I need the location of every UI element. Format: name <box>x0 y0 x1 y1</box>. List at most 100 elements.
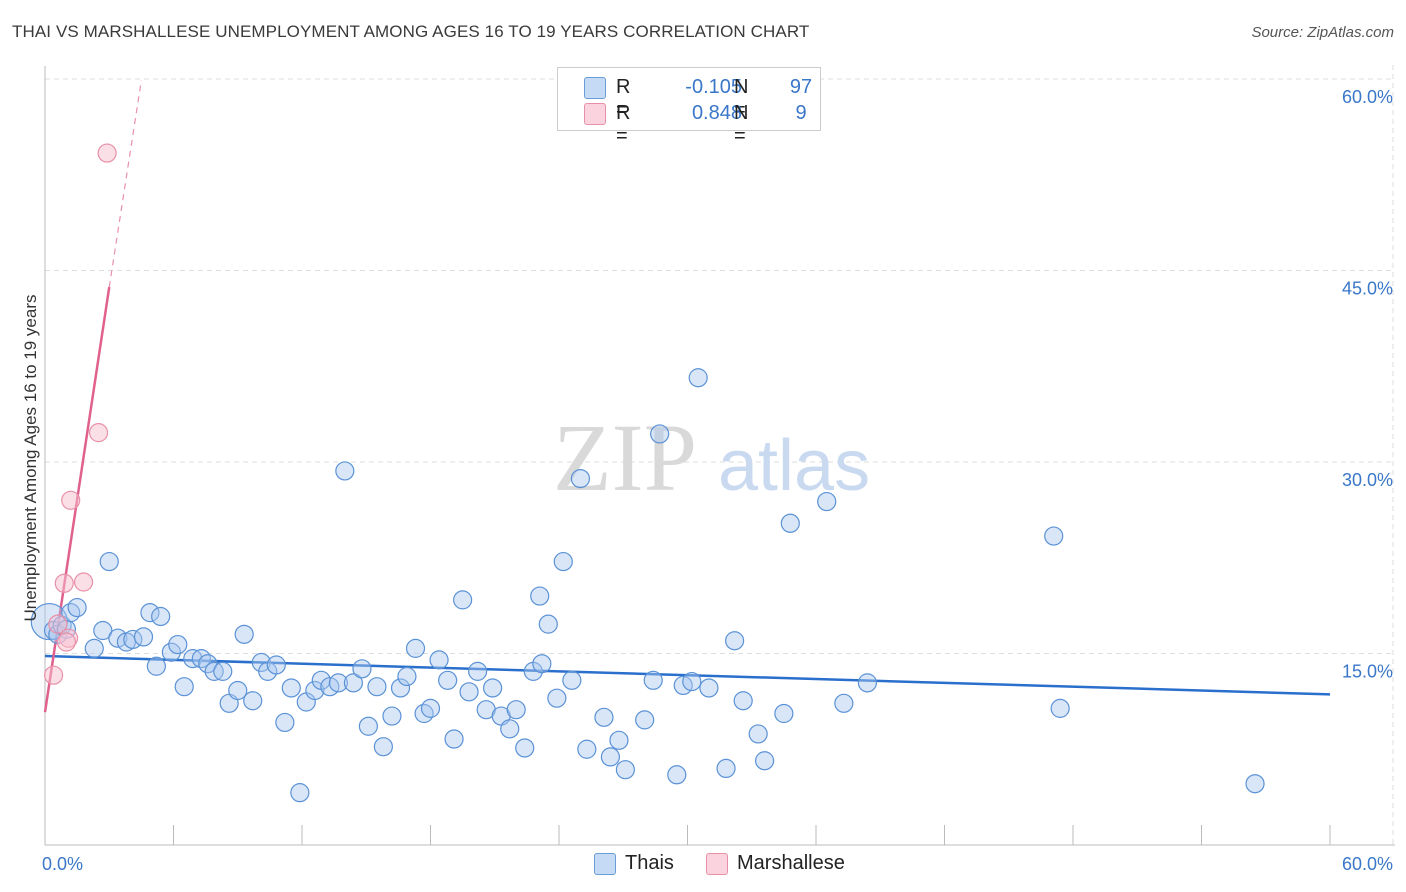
point-thais <box>198 654 218 674</box>
y-axis-label: Unemployment Among Ages 16 to 19 years <box>21 295 40 622</box>
point-thais <box>352 659 372 679</box>
point-thais <box>1050 698 1070 718</box>
point-thais <box>500 719 520 739</box>
point-thais <box>453 590 473 610</box>
point-thais <box>1044 526 1064 546</box>
point-thais <box>373 737 393 757</box>
grid-lines <box>45 65 1395 845</box>
point-thais <box>530 586 550 606</box>
watermark-zip: ZIP <box>553 404 697 511</box>
y-tick-label: 15.0% <box>1342 662 1393 682</box>
point-thais <box>532 654 552 674</box>
trend-line-marshallese-extension <box>108 80 142 288</box>
point-thais <box>468 661 488 681</box>
point-marshallese <box>43 665 64 685</box>
point-thais <box>213 661 233 681</box>
legend-n-label: N = <box>734 76 749 121</box>
point-thais <box>780 513 800 533</box>
point-thais <box>483 678 503 698</box>
point-thais <box>570 468 591 489</box>
point-marshallese <box>54 573 74 593</box>
point-thais <box>343 673 363 693</box>
watermark: ZIP atlas <box>553 404 870 511</box>
point-thais <box>234 624 254 644</box>
point-thais <box>328 673 349 693</box>
point-thais <box>367 677 387 697</box>
point-marshallese <box>88 423 109 443</box>
point-thais <box>281 678 301 698</box>
point-thais <box>397 666 417 687</box>
point-thais <box>414 703 434 724</box>
point-thais <box>61 603 81 623</box>
point-thais <box>562 670 582 690</box>
point-thais <box>733 691 753 711</box>
point-thais <box>547 688 567 708</box>
point-thais <box>515 738 535 758</box>
data-points <box>30 143 1265 803</box>
legend-r-value: -0.105 <box>685 76 742 98</box>
legend-swatch-marshallese <box>584 103 606 125</box>
series-label-marshallese: Marshallese <box>737 852 845 874</box>
point-thais <box>506 700 526 720</box>
series-swatch-thais <box>594 853 616 875</box>
x-tick-label: 0.0% <box>42 854 83 874</box>
legend-swatch-thais <box>584 77 606 99</box>
point-thais <box>600 747 621 767</box>
point-thais <box>774 703 794 724</box>
point-thais <box>161 642 181 662</box>
point-thais <box>151 606 171 627</box>
point-marshallese <box>61 490 81 510</box>
point-thais <box>817 491 837 512</box>
source-credit: Source: ZipAtlas.com <box>1251 24 1394 41</box>
point-thais <box>174 677 194 697</box>
point-thais <box>335 461 355 481</box>
point-thais <box>635 710 655 730</box>
point-thais <box>438 670 458 690</box>
series-label-thais: Thais <box>625 852 674 874</box>
point-thais <box>688 368 708 388</box>
point-thais <box>725 631 745 651</box>
axes <box>44 66 1395 846</box>
tick-labels: 15.0% 30.0% 45.0% 60.0% 0.0% 60.0% <box>42 87 1393 874</box>
point-marshallese <box>97 143 117 163</box>
point-thais <box>228 680 248 701</box>
legend-n-value: 97 <box>789 76 813 98</box>
correlation-legend: R = -0.105 N = 97 R = 0.848 N = 9 <box>557 67 821 147</box>
y-tick-label: 60.0% <box>1342 87 1393 107</box>
point-thais <box>594 707 614 727</box>
chart-title: THAI VS MARSHALLESE UNEMPLOYMENT AMONG A… <box>12 22 810 41</box>
point-thais <box>609 730 629 750</box>
point-marshallese <box>48 614 68 634</box>
point-thais <box>577 739 597 759</box>
point-thais <box>420 698 441 718</box>
point-thais <box>146 656 166 676</box>
point-thais <box>99 551 119 572</box>
point-thais <box>133 627 154 647</box>
legend-r-label: R = <box>616 102 631 147</box>
point-thais <box>538 614 558 634</box>
series-swatch-marshallese <box>706 853 728 875</box>
point-thais <box>266 655 286 675</box>
point-thais <box>168 634 188 655</box>
point-thais <box>834 693 854 713</box>
y-tick-label: 45.0% <box>1342 279 1393 299</box>
point-marshallese <box>56 632 77 652</box>
point-thais <box>459 682 479 702</box>
point-thais <box>553 551 573 572</box>
x-tick-label: 60.0% <box>1342 854 1393 874</box>
point-thais <box>682 671 702 692</box>
point-thais <box>650 424 670 444</box>
point-thais <box>140 603 160 623</box>
point-thais <box>643 670 663 690</box>
point-thais <box>191 649 211 669</box>
legend-n-label: N = <box>734 102 749 147</box>
legend-r-value: 0.848 <box>691 102 742 124</box>
point-thais <box>93 620 113 641</box>
y-tick-label: 30.0% <box>1342 470 1393 490</box>
point-thais <box>754 751 775 771</box>
point-thais <box>67 597 87 618</box>
legend-r-label: R = <box>616 76 631 121</box>
point-thais <box>716 758 736 779</box>
point-marshallese <box>73 572 94 592</box>
